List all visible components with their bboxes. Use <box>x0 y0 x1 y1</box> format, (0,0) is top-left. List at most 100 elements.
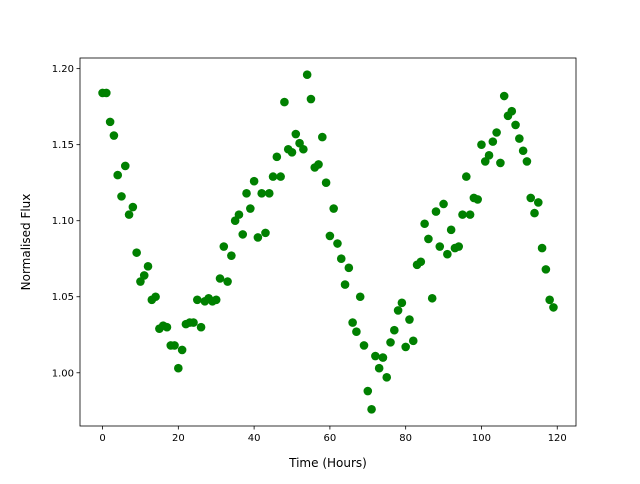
point <box>382 373 392 382</box>
point <box>401 342 410 352</box>
point <box>257 189 266 198</box>
point <box>462 172 471 181</box>
point <box>276 172 285 181</box>
point <box>454 242 464 251</box>
point <box>446 225 456 235</box>
point <box>405 315 414 324</box>
point <box>249 176 259 186</box>
point <box>371 351 380 361</box>
point <box>499 91 509 101</box>
point <box>177 345 187 355</box>
point <box>117 192 126 201</box>
point <box>329 204 338 213</box>
point <box>378 353 388 362</box>
point <box>518 146 528 156</box>
point <box>344 263 354 273</box>
point <box>223 277 232 286</box>
point <box>132 248 141 257</box>
point <box>545 295 554 305</box>
point <box>435 242 445 251</box>
point <box>302 70 312 80</box>
point <box>280 97 289 107</box>
point <box>189 318 198 327</box>
point <box>253 233 263 242</box>
x-tick-label: 0 <box>99 433 105 444</box>
point <box>242 189 251 198</box>
point <box>420 219 429 229</box>
point <box>162 322 172 332</box>
point <box>458 210 467 219</box>
point <box>507 106 517 116</box>
point <box>488 137 498 146</box>
x-tick-label: 40 <box>248 433 261 444</box>
point <box>246 204 255 213</box>
point <box>443 249 452 259</box>
y-tick-label: 1.00 <box>52 368 74 379</box>
point <box>196 322 206 332</box>
point <box>348 318 357 327</box>
x-tick-label: 120 <box>548 433 567 444</box>
y-tick-label: 1.20 <box>52 64 74 75</box>
point <box>484 151 494 160</box>
point <box>522 157 532 166</box>
point <box>124 210 134 219</box>
point <box>465 210 475 219</box>
point <box>340 280 350 289</box>
point <box>238 230 248 239</box>
point <box>151 292 160 302</box>
y-tick-label: 1.10 <box>52 216 74 227</box>
point <box>477 140 486 149</box>
point <box>261 228 270 238</box>
point <box>128 202 138 212</box>
point <box>386 338 395 347</box>
point <box>306 94 316 104</box>
point <box>431 207 441 216</box>
point <box>227 251 236 260</box>
point <box>291 129 301 139</box>
point <box>427 293 437 303</box>
point <box>192 295 202 305</box>
point <box>234 210 244 219</box>
point <box>268 172 278 181</box>
point <box>526 193 536 203</box>
x-tick-label: 20 <box>172 433 185 444</box>
x-tick-label: 100 <box>472 433 491 444</box>
x-tick-label: 80 <box>399 433 412 444</box>
point <box>511 120 520 130</box>
point <box>530 208 539 218</box>
point <box>537 243 547 253</box>
point <box>318 132 327 142</box>
point <box>211 295 221 305</box>
y-tick-label: 1.15 <box>52 140 74 151</box>
point <box>321 178 331 187</box>
y-tick-label: 1.05 <box>52 292 74 303</box>
point <box>549 303 558 312</box>
point <box>397 298 407 308</box>
point <box>174 363 183 373</box>
y-axis-label: Normalised Flux <box>19 194 33 291</box>
point <box>492 128 501 137</box>
x-axis-label: Time (Hours) <box>288 456 367 470</box>
point <box>533 198 543 207</box>
point <box>272 152 282 162</box>
point <box>170 341 179 350</box>
point <box>120 161 130 171</box>
point <box>416 257 426 267</box>
point <box>299 144 308 154</box>
point <box>139 271 149 280</box>
point <box>496 158 505 168</box>
point <box>333 239 342 248</box>
point <box>109 131 119 140</box>
plot-frame <box>79 57 577 427</box>
point <box>352 327 361 337</box>
point <box>515 134 524 143</box>
x-tick-label: 60 <box>324 433 337 444</box>
point <box>287 147 297 157</box>
point <box>113 170 123 180</box>
point <box>355 292 365 302</box>
point <box>102 88 111 98</box>
point <box>264 189 274 198</box>
point <box>374 363 384 373</box>
point <box>143 262 153 271</box>
